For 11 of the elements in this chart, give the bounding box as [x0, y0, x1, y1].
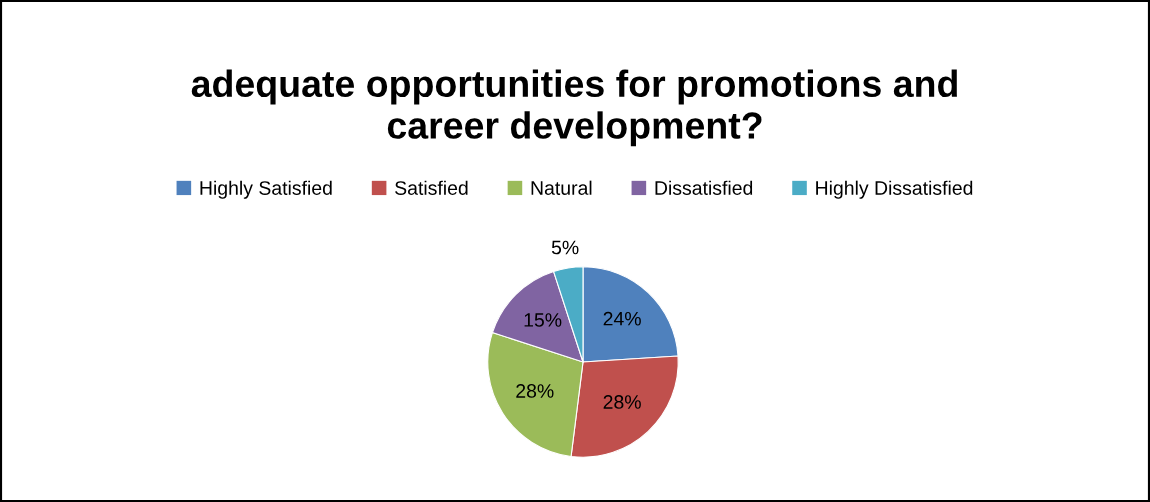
data-label: 28% [516, 384, 554, 398]
legend-label: Highly Satisfied [200, 180, 332, 199]
legend-label: Natural [531, 180, 592, 195]
data-label: 5% [551, 240, 579, 255]
legend-label: Satisfied [395, 180, 468, 195]
data-label: 15% [524, 313, 562, 327]
data-label: 28% [603, 395, 641, 409]
legend-label: Highly Dissatisfied [816, 180, 973, 199]
legend-label: Dissatisfied [655, 180, 753, 195]
chart-title: adequate opportunities for promotions and career development? [191, 69, 957, 147]
data-label: 24% [603, 311, 641, 326]
